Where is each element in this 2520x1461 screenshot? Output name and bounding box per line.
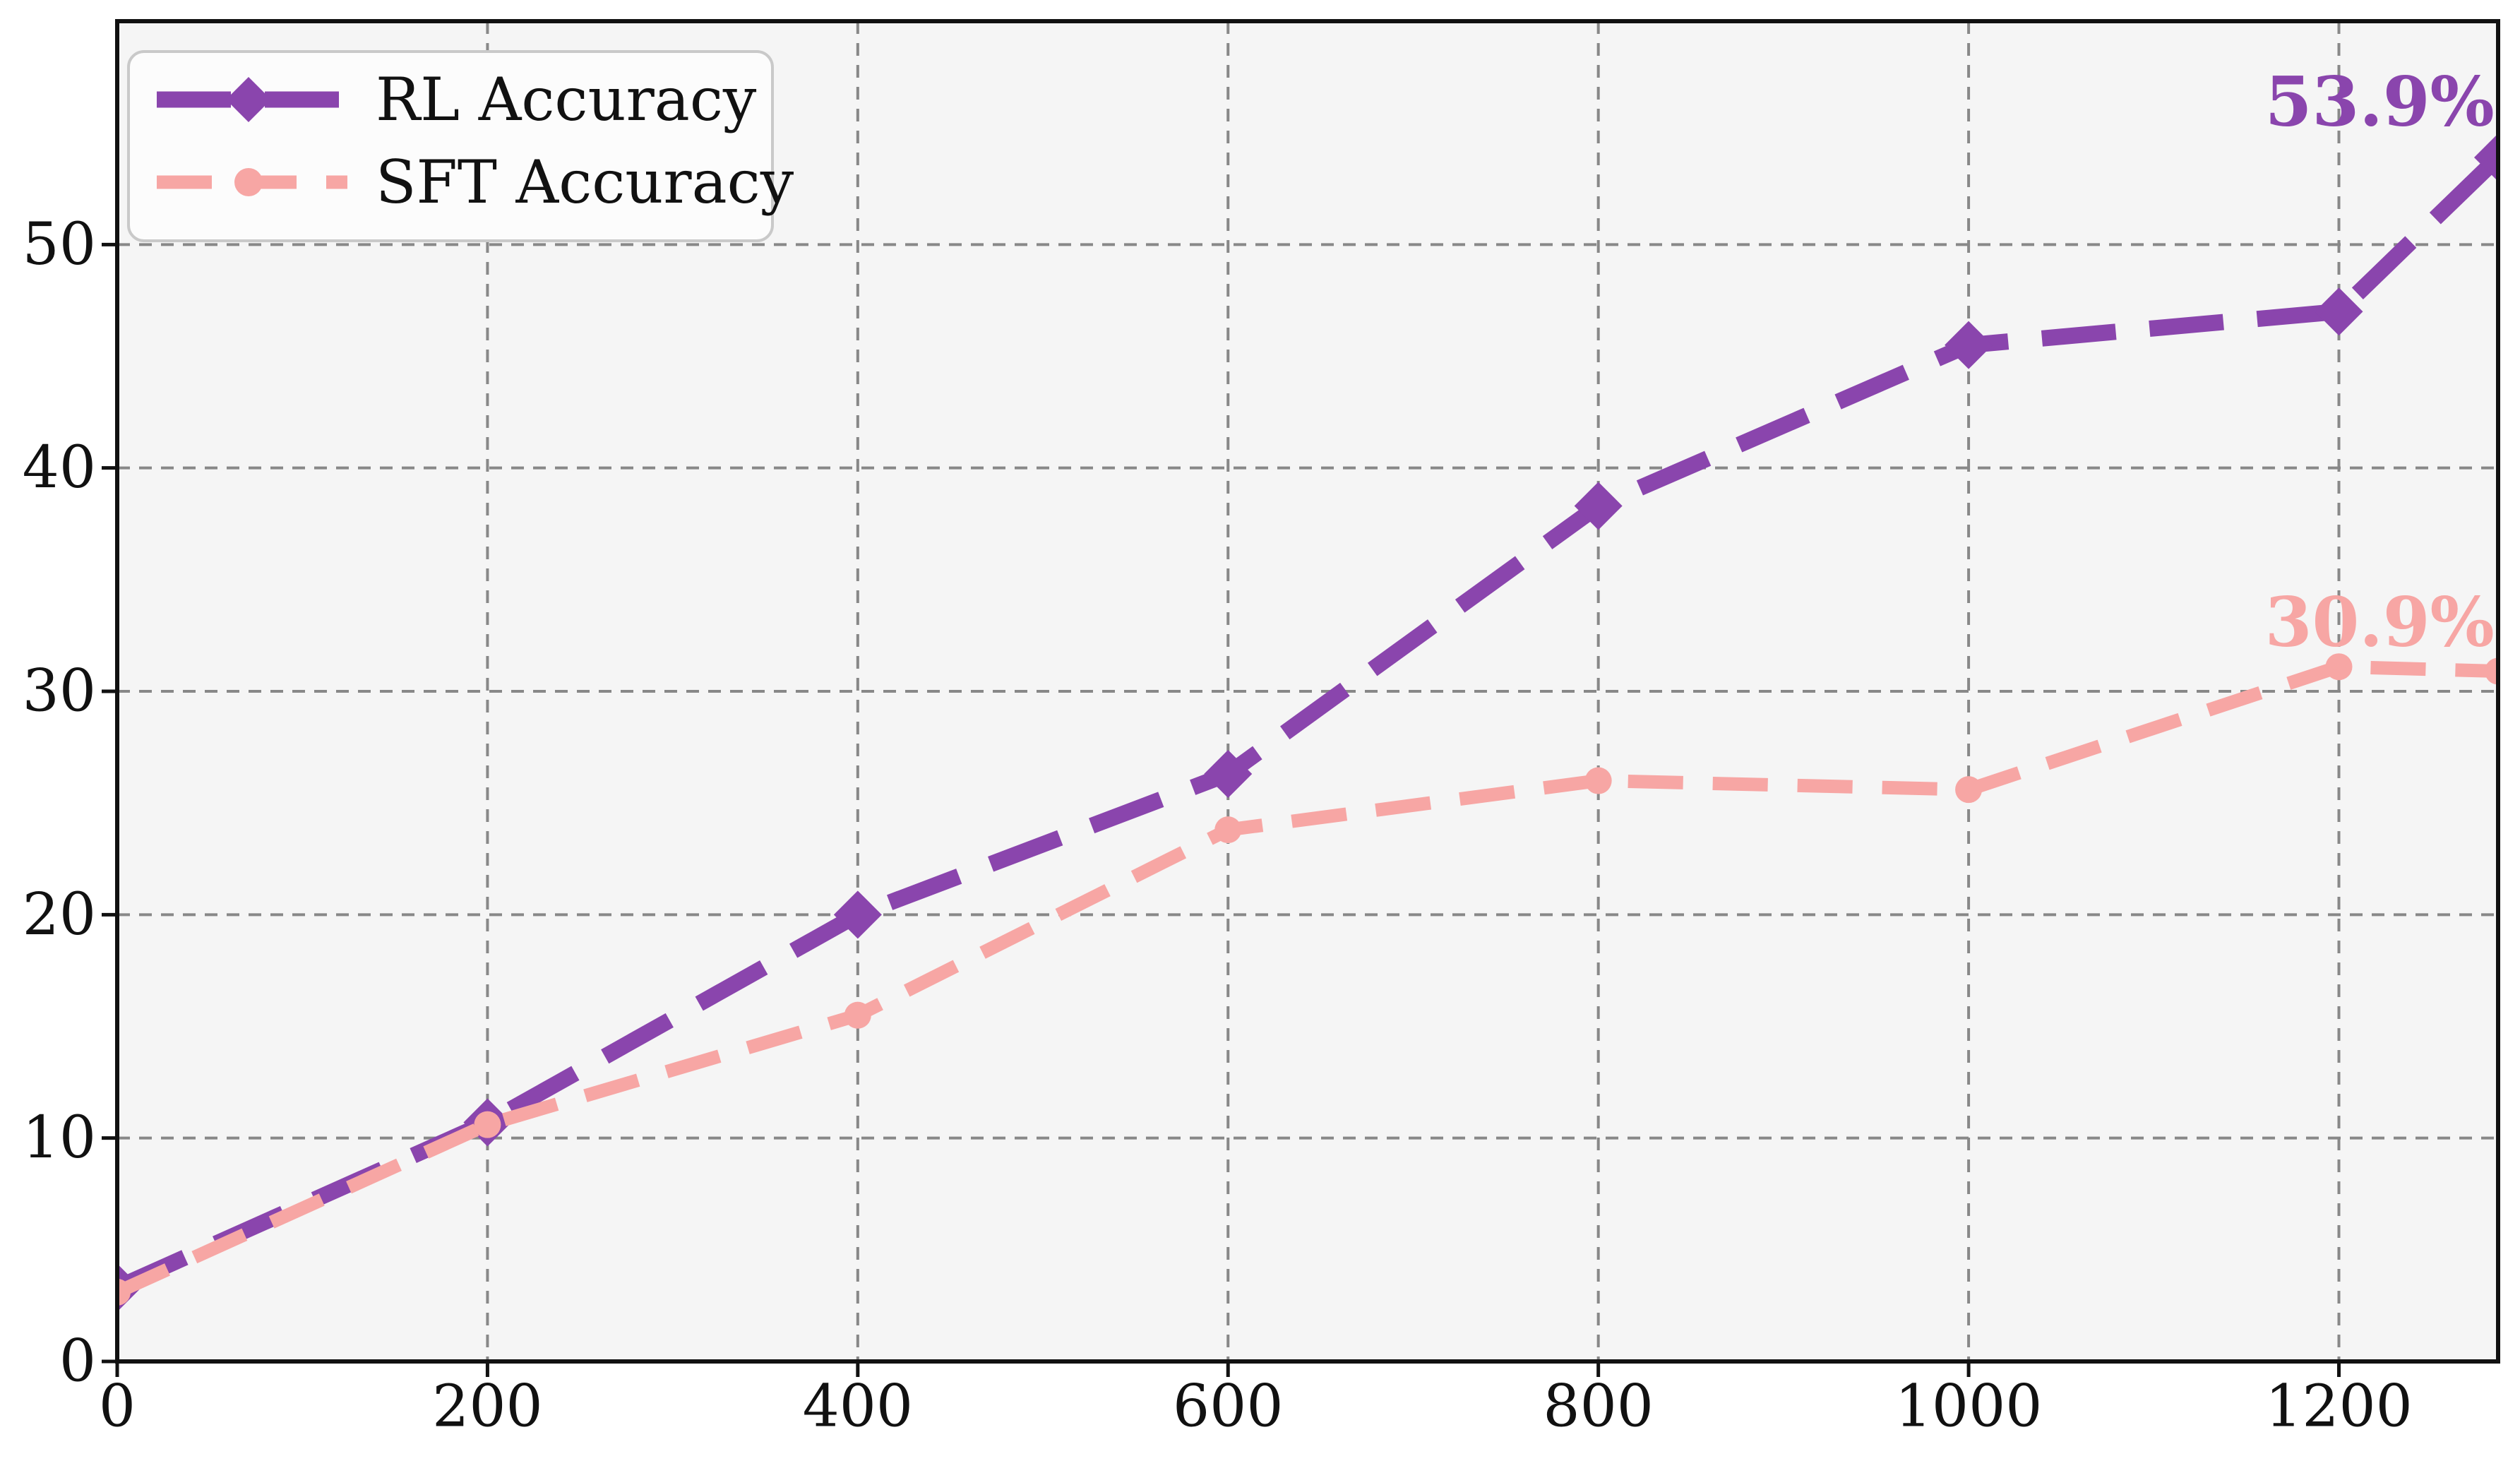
x-tick-label: 1000 [1895, 1373, 2043, 1441]
y-tick-label: 20 [23, 881, 96, 948]
circle-marker [2485, 657, 2498, 685]
x-tick-label: 400 [803, 1373, 914, 1441]
axes-spines [115, 19, 2500, 1364]
annotation-final-value: 30.9% [2265, 582, 2495, 662]
x-tick-label: 1200 [2265, 1373, 2413, 1441]
circle-marker [117, 1278, 131, 1306]
circle-marker [1955, 776, 1983, 804]
y-tick-label: 40 [23, 434, 96, 501]
circle-marker [2325, 653, 2353, 681]
sft-accuracy-line [117, 660, 2498, 1299]
rl-accuracy-line [117, 151, 2498, 1296]
x-tick-label: 0 [99, 1373, 136, 1441]
circle-marker [474, 1111, 501, 1138]
gridlines [117, 21, 2498, 1361]
legend: RL Accuracy SFT Accuracy [127, 50, 794, 242]
diamond-marker [833, 890, 882, 939]
axis-ticks: 0 200 400 600 800 1000 1200 0 10 20 30 40 50 [23, 211, 2413, 1441]
circle-marker [1584, 767, 1612, 794]
legend-diamond-marker [226, 77, 271, 122]
diamond-marker [1945, 321, 1993, 369]
circle-marker [1214, 816, 1242, 844]
legend-label-sft-accuracy: SFT Accuracy [376, 148, 794, 217]
diamond-marker [2474, 133, 2498, 181]
diamond-marker [1204, 750, 1253, 799]
legend-label-rl-accuracy: RL Accuracy [376, 65, 757, 134]
y-tick-label: 50 [23, 211, 96, 278]
x-tick-label: 200 [432, 1373, 543, 1441]
y-tick-label: 30 [23, 658, 96, 725]
diamond-marker [1574, 482, 1623, 530]
sft-accuracy-series [117, 653, 2498, 1306]
rl-accuracy-series [117, 133, 2498, 1312]
circle-marker [844, 1001, 871, 1029]
x-tick-label: 800 [1543, 1373, 1654, 1441]
diamond-marker [2315, 287, 2363, 336]
y-tick-label: 10 [23, 1104, 96, 1171]
annotation-final-value: 53.9% [2265, 61, 2495, 141]
legend-circle-marker [234, 168, 263, 196]
x-tick-label: 600 [1173, 1373, 1284, 1441]
y-tick-label: 0 [59, 1328, 96, 1395]
